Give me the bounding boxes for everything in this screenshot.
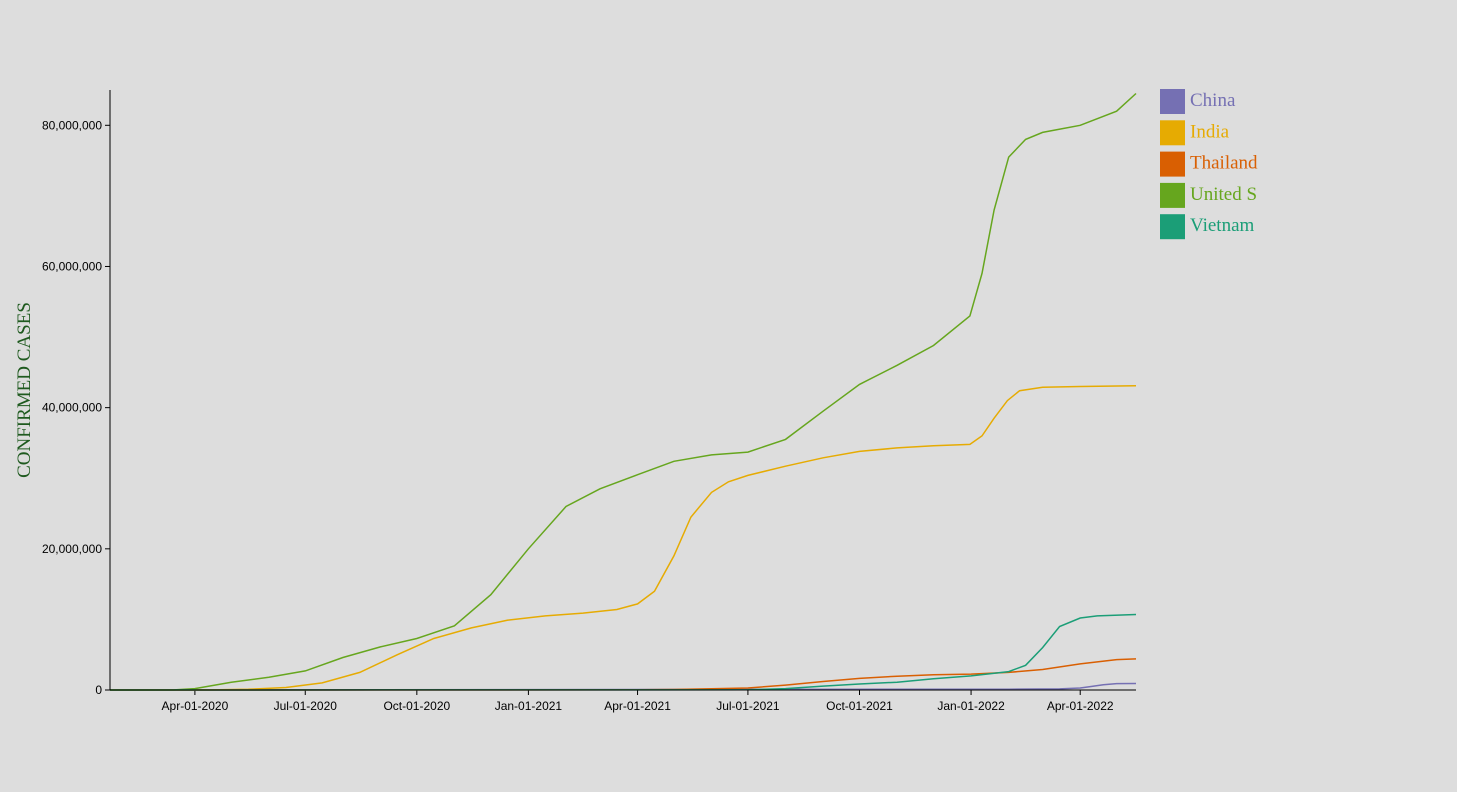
x-tick-label: Apr-01-2020 <box>162 699 229 713</box>
x-tick-label: Oct-01-2021 <box>826 699 893 713</box>
x-tick-label: Jul-01-2020 <box>274 699 338 713</box>
series-lines <box>109 92 1137 691</box>
y-axis-ticks: 0 20,000,000 40,000,000 60,000,000 80,000,00… <box>42 118 110 697</box>
x-tick-label: Oct-01-2020 <box>383 699 450 713</box>
legend: China India Thailand United S Vietnam <box>1160 89 1258 240</box>
y-tick-label: 60,000,000 <box>42 259 102 273</box>
x-tick-label: Jan-01-2021 <box>495 699 563 713</box>
x-tick-label: Apr-01-2022 <box>1047 699 1114 713</box>
y-axis-label: CONFIRMED CASES <box>14 302 35 478</box>
legend-swatch <box>1160 151 1185 177</box>
y-tick-label: 0 <box>95 683 102 697</box>
x-tick-label: Apr-01-2021 <box>604 699 671 713</box>
legend-label: India <box>1190 121 1230 142</box>
x-tick-label: Jan-01-2022 <box>937 699 1005 713</box>
legend-swatch <box>1160 120 1185 146</box>
x-tick-label: Jul-01-2021 <box>716 699 780 713</box>
series-line-china <box>109 682 1137 691</box>
legend-label: China <box>1190 90 1236 111</box>
legend-label: United S <box>1190 184 1257 205</box>
legend-swatch <box>1160 89 1185 114</box>
y-tick-label: 80,000,000 <box>42 118 102 132</box>
x-axis-ticks: Apr-01-2020 Jul-01-2020 Oct-01-2020 Jan-01-… <box>162 690 1114 713</box>
legend-label: Thailand <box>1190 153 1258 174</box>
y-tick-label: 20,000,000 <box>42 542 102 556</box>
y-tick-label: 40,000,000 <box>42 401 102 415</box>
series-line-india <box>109 385 1137 691</box>
legend-swatch <box>1160 214 1185 240</box>
legend-swatch <box>1160 182 1185 208</box>
series-line-united-s <box>109 92 1137 691</box>
series-line-vietnam <box>109 613 1137 691</box>
legend-label: Vietnam <box>1190 215 1255 236</box>
